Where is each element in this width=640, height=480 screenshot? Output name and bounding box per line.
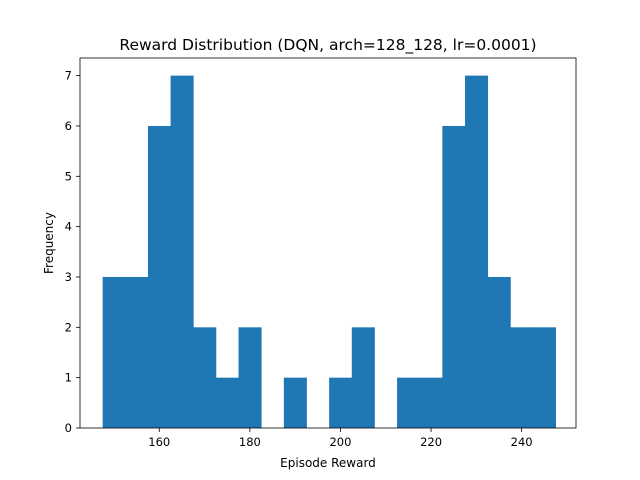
- histogram-bar-2: [147, 125, 171, 429]
- y-tick-label: 3: [65, 270, 72, 284]
- histogram-bar-10: [329, 377, 353, 428]
- x-tick-label: 240: [511, 435, 533, 449]
- histogram-bar-15: [442, 125, 466, 429]
- x-tick-label: 200: [329, 435, 351, 449]
- x-tick-label: 220: [420, 435, 442, 449]
- histogram-bar-18: [510, 327, 534, 428]
- histogram-bar-4: [193, 327, 217, 428]
- y-tick-label: 5: [65, 169, 72, 183]
- histogram-bar-13: [397, 377, 421, 428]
- histogram-bar-6: [238, 327, 262, 428]
- x-tick-label: 160: [148, 435, 170, 449]
- y-tick-label: 1: [65, 371, 72, 385]
- y-tick-label: 2: [65, 320, 72, 334]
- y-axis-label: Frequency: [42, 212, 56, 274]
- histogram-bar-16: [465, 75, 489, 428]
- x-axis-label: Episode Reward: [280, 456, 376, 470]
- plot-area-frame: [79, 57, 577, 429]
- histogram-bar-14: [419, 377, 443, 428]
- x-tick-label: 180: [239, 435, 261, 449]
- y-axis-ticks: 0 1 2 3 4 5 6 7: [65, 69, 80, 435]
- histogram-bar-0: [102, 276, 126, 428]
- x-axis-ticks: 160 180 200 220 240: [148, 428, 533, 449]
- histogram-bars: [102, 75, 557, 429]
- histogram-bar-17: [487, 276, 511, 428]
- y-tick-label: 4: [65, 220, 72, 234]
- chart-title: Reward Distribution (DQN, arch=128_128, …: [119, 36, 536, 55]
- histogram-bar-3: [170, 75, 194, 428]
- histogram-bar-19: [532, 327, 557, 428]
- y-tick-label: 7: [65, 69, 72, 83]
- histogram-bar-11: [351, 327, 375, 428]
- y-tick-label: 0: [65, 421, 72, 435]
- histogram-bar-1: [125, 276, 149, 428]
- histogram-bar-8: [283, 377, 307, 428]
- y-tick-label: 6: [65, 119, 72, 133]
- histogram-bar-5: [215, 377, 239, 428]
